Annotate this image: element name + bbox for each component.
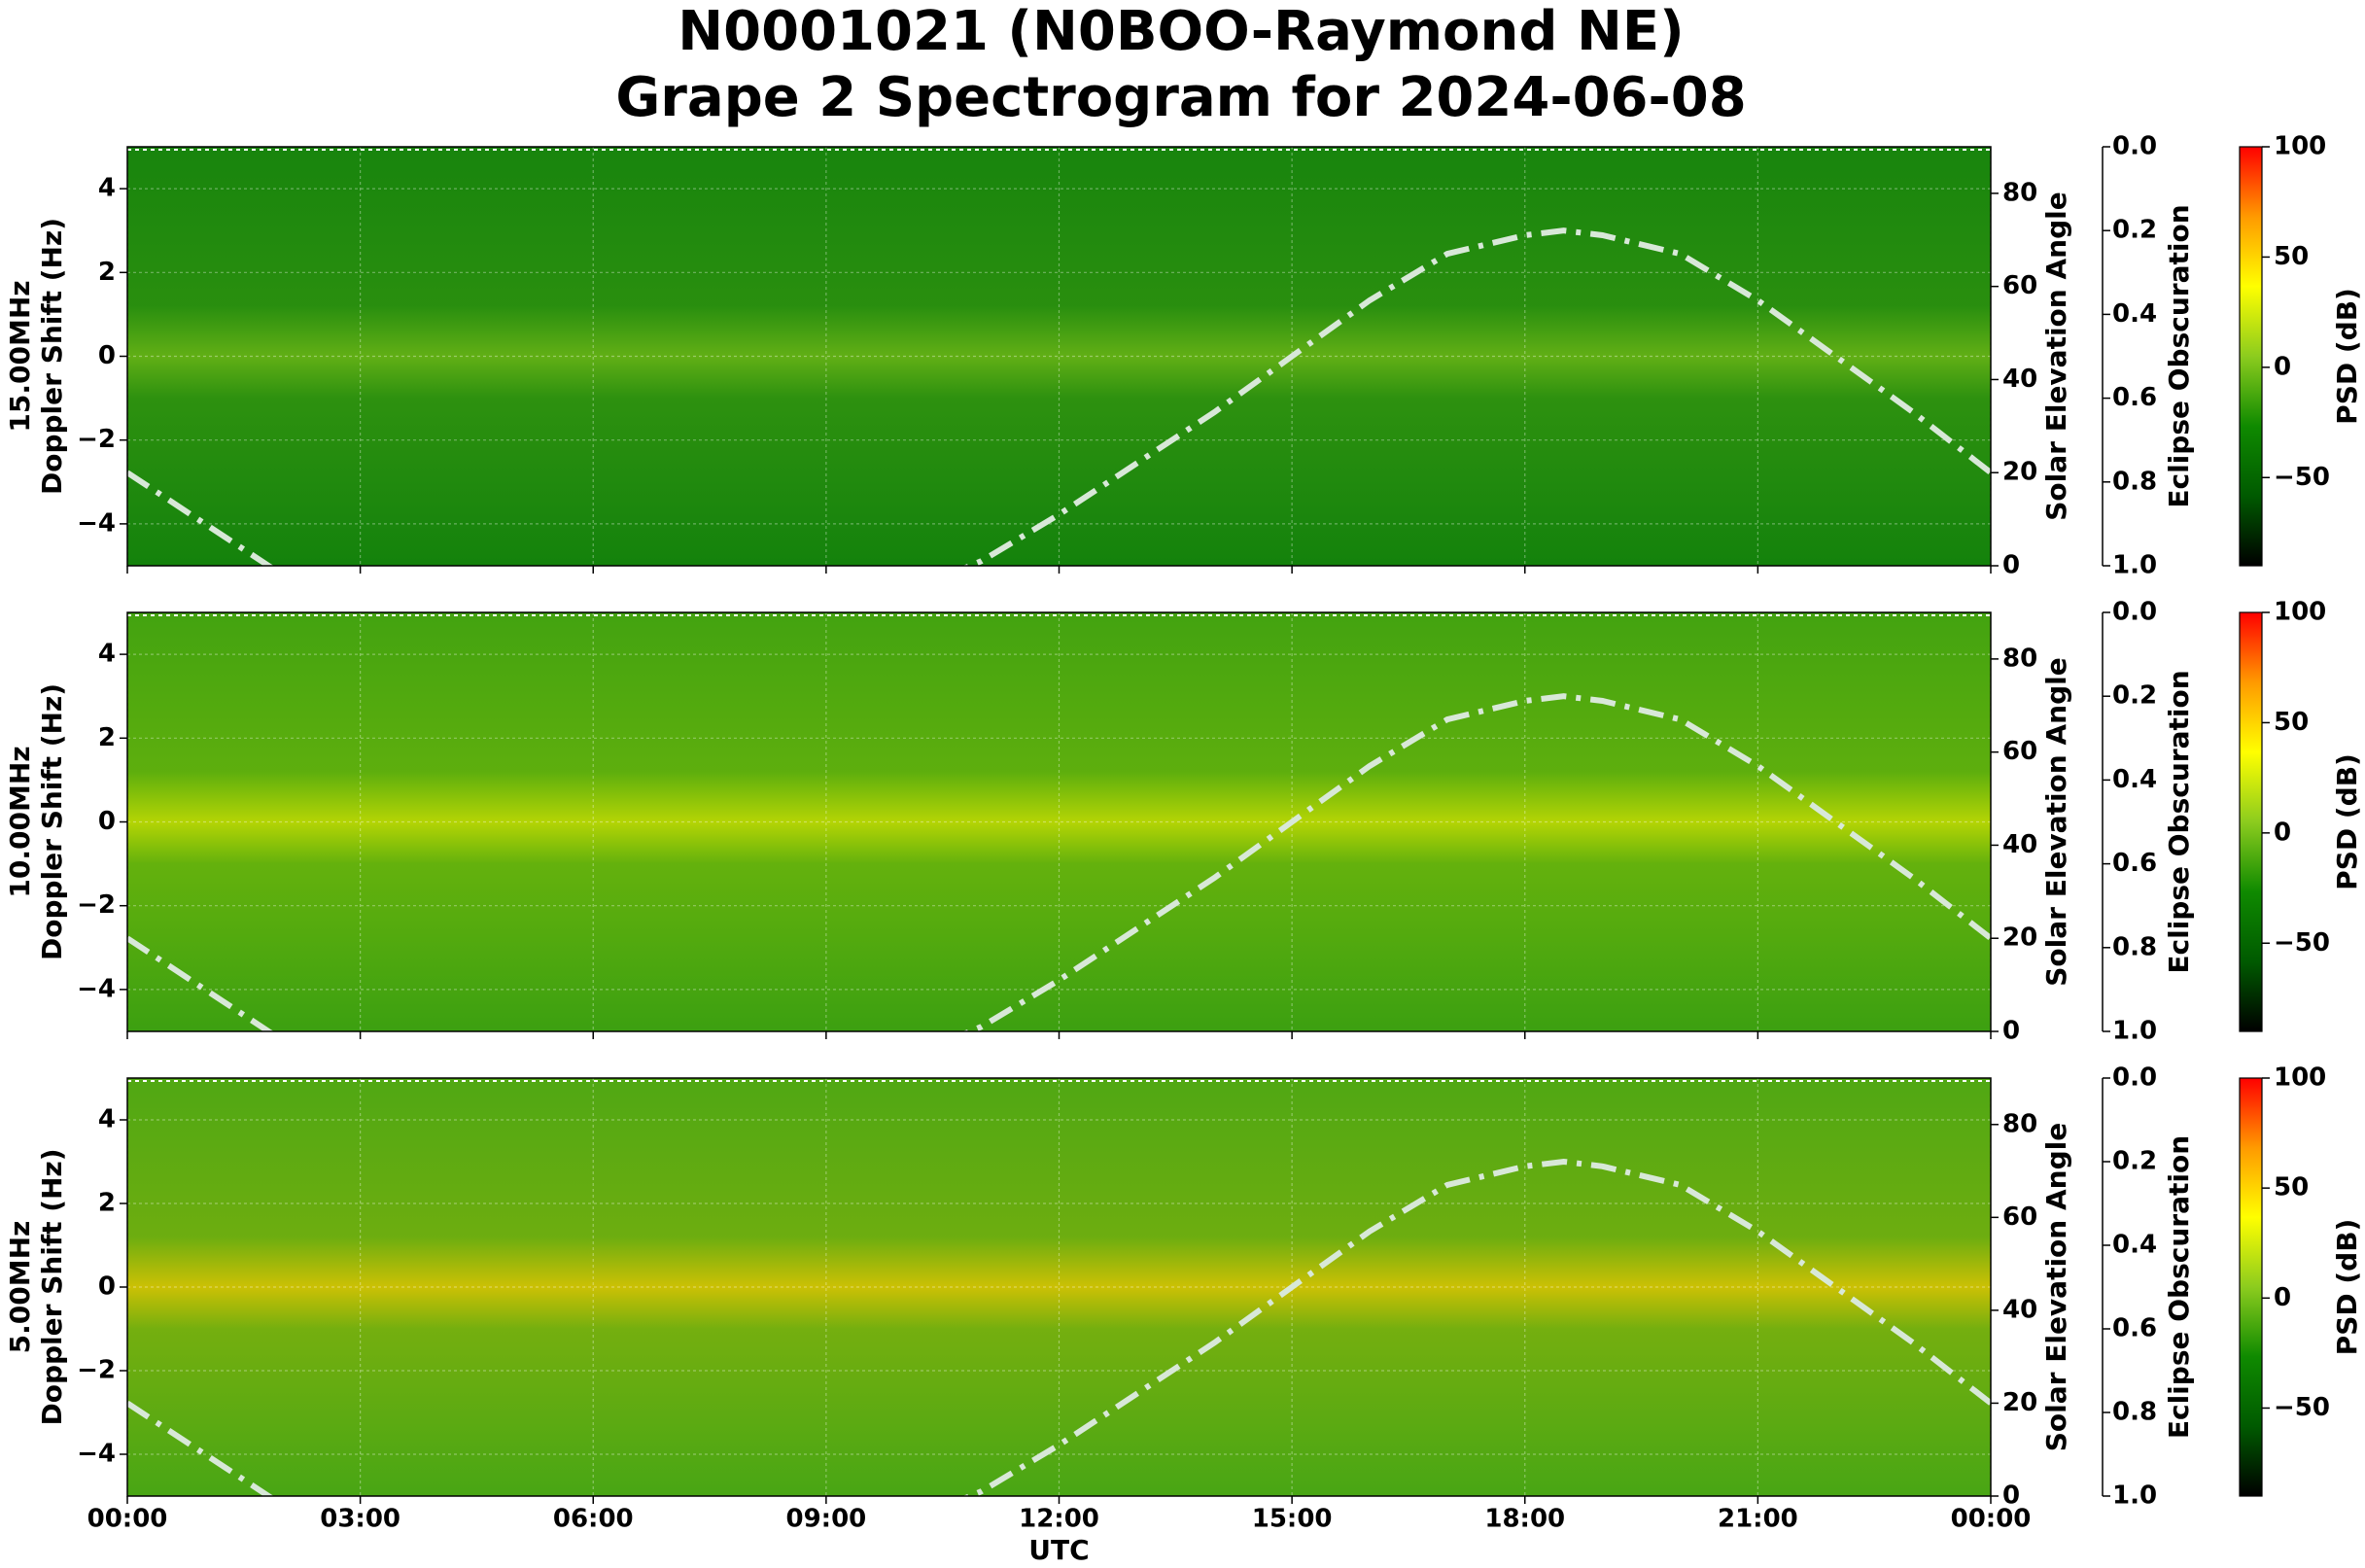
y3-tick-label: 0.0 (2112, 132, 2157, 161)
y2-tick-label: 40 (2002, 365, 2037, 394)
y3-tick-label: 0.6 (2112, 1314, 2157, 1343)
y-tick-label: −2 (77, 1356, 116, 1385)
y-tick-label: 0 (98, 1272, 116, 1302)
colorbar-tick-label: 50 (2274, 708, 2309, 737)
plot-frame (126, 611, 1992, 1032)
y3-tick-label: 0.2 (2112, 1147, 2157, 1176)
y3-tick-label: 1.0 (2112, 551, 2157, 580)
y2-tick-label: 80 (2002, 1109, 2037, 1138)
y2-tick-label: 60 (2002, 737, 2037, 766)
y3-tick-label: 0.8 (2112, 467, 2157, 496)
title-line: N0001021 (N0BOO-Raymond NE) (678, 0, 1684, 63)
y-tick-label: 0 (98, 807, 116, 836)
y2-tick-label: 0 (2002, 1017, 2020, 1046)
frequency-label: 15.00MHz (4, 280, 36, 432)
y3-tick-label: 0.4 (2112, 765, 2157, 794)
x-tick-label: 15:00 (1252, 1505, 1333, 1534)
x-tick-label: 00:00 (87, 1505, 168, 1534)
y-tick-label: −4 (77, 1440, 116, 1469)
y3-tick-label: 0.0 (2112, 598, 2157, 627)
colorbar-tick-label: 100 (2274, 132, 2326, 161)
colorbar-tick-label: 0 (2274, 818, 2291, 847)
y3-tick-label: 1.0 (2112, 1481, 2157, 1511)
y2-tick-label: 40 (2002, 830, 2037, 859)
plot-frame (126, 1077, 1992, 1497)
y-tick-label: 2 (98, 1189, 116, 1218)
colorbar-tick-label: −50 (2274, 463, 2330, 492)
x-tick-label: 03:00 (320, 1505, 400, 1534)
y-tick-label: −2 (77, 890, 116, 920)
frequency-label: 5.00MHz (4, 1221, 36, 1354)
y2-tick-label: 20 (2002, 458, 2037, 487)
x-tick-label: 21:00 (1718, 1505, 1798, 1534)
y3-tick-label: 0.4 (2112, 1231, 2157, 1260)
colorbar-tick-label: −50 (2274, 1393, 2330, 1422)
plot-frame (126, 146, 1992, 567)
title-line: Grape 2 Spectrogram for 2024-06-08 (615, 66, 1746, 129)
colorbar-label: PSD (dB) (2331, 1219, 2363, 1356)
y2-axis-label: Solar Elevation Angle (2040, 1123, 2072, 1451)
y2-tick-label: 40 (2002, 1295, 2037, 1324)
y-tick-label: 0 (98, 341, 116, 370)
y3-tick-label: 0.4 (2112, 299, 2157, 329)
y2-tick-label: 0 (2002, 1481, 2020, 1511)
colorbar-tick-label: 100 (2274, 598, 2326, 627)
y2-tick-label: 20 (2002, 1388, 2037, 1417)
y3-tick-label: 0.8 (2112, 1398, 2157, 1427)
y-axis-label: Doppler Shift (Hz) (36, 1148, 68, 1425)
y-tick-label: 2 (98, 258, 116, 287)
y-tick-label: 4 (98, 1105, 116, 1134)
y2-tick-label: 60 (2002, 271, 2037, 300)
colorbar-tick-label: 50 (2274, 242, 2309, 271)
y2-axis-label: Solar Elevation Angle (2040, 192, 2072, 520)
colorbar (2239, 146, 2263, 567)
colorbar-tick-label: 100 (2274, 1063, 2326, 1093)
y3-axis-label: Eclipse Obscuration (2163, 204, 2195, 507)
y-tick-label: 4 (98, 174, 116, 203)
x-tick-label: 12:00 (1019, 1505, 1099, 1534)
colorbar-tick-label: 50 (2274, 1173, 2309, 1202)
spectrogram-band (127, 612, 1991, 1031)
y2-tick-label: 0 (2002, 551, 2020, 580)
colorbar-label: PSD (dB) (2331, 288, 2363, 425)
y3-axis-label: Eclipse Obscuration (2163, 670, 2195, 973)
spectrogram-band (127, 147, 1991, 566)
y-axis-label: Doppler Shift (Hz) (36, 218, 68, 495)
x-tick-label: 06:00 (553, 1505, 634, 1534)
y2-tick-label: 60 (2002, 1202, 2037, 1232)
y2-tick-label: 20 (2002, 923, 2037, 953)
y-tick-label: −2 (77, 425, 116, 454)
y3-tick-label: 0.8 (2112, 932, 2157, 961)
x-tick-label: 18:00 (1484, 1505, 1565, 1534)
y3-tick-label: 0.2 (2112, 681, 2157, 711)
y-tick-label: 2 (98, 723, 116, 752)
y-axis-label: Doppler Shift (Hz) (36, 683, 68, 960)
colorbar (2239, 1077, 2263, 1497)
x-tick-label: 09:00 (785, 1505, 866, 1534)
y-tick-label: −4 (77, 974, 116, 1003)
y3-tick-label: 0.6 (2112, 383, 2157, 412)
colorbar-tick-label: 0 (2274, 1283, 2291, 1312)
x-tick-label: 00:00 (1951, 1505, 2032, 1534)
y3-tick-label: 0.0 (2112, 1063, 2157, 1093)
y3-tick-label: 1.0 (2112, 1017, 2157, 1046)
y3-axis-label: Eclipse Obscuration (2163, 1135, 2195, 1439)
x-axis-label: UTC (1028, 1534, 1089, 1566)
y-tick-label: −4 (77, 508, 116, 538)
y2-axis-label: Solar Elevation Angle (2040, 657, 2072, 986)
spectrogram-band (127, 1078, 1991, 1496)
y3-tick-label: 0.6 (2112, 849, 2157, 878)
y2-tick-label: 80 (2002, 644, 2037, 673)
colorbar-tick-label: −50 (2274, 928, 2330, 958)
y-tick-label: 4 (98, 640, 116, 669)
colorbar (2239, 611, 2263, 1032)
y3-tick-label: 0.2 (2112, 216, 2157, 245)
y2-tick-label: 80 (2002, 178, 2037, 207)
colorbar-tick-label: 0 (2274, 352, 2291, 381)
colorbar-label: PSD (dB) (2331, 753, 2363, 890)
frequency-label: 10.00MHz (4, 746, 36, 897)
